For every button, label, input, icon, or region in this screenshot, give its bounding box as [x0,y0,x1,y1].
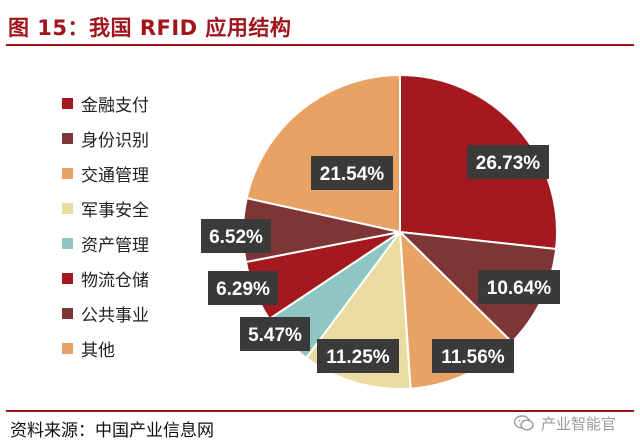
legend-item: 公共事业 [62,296,149,331]
figure-title: 图 15：我国 RFID 应用结构 [8,16,292,40]
legend-item: 身份识别 [62,121,149,156]
watermark: 产业智能官 [513,412,616,434]
data-label: 5.47% [240,317,310,351]
legend-label: 资产管理 [81,236,149,256]
data-label-box [317,339,399,373]
data-label-box [432,339,514,373]
legend-item: 其他 [62,331,149,366]
data-label-text: 6.52% [209,227,263,248]
data-label-text: 11.25% [326,347,389,368]
data-label-box [208,271,278,305]
legend-swatch [62,168,73,179]
legend-label: 交通管理 [81,166,149,186]
legend-label: 身份识别 [81,131,149,151]
pie-chart: 26.73% 10.64% 11.56% 11.25% 5.47% 6.29% 6.52% 2… [201,73,560,390]
data-label: 10.64% [478,270,560,304]
data-label-text: 5.47% [248,325,302,346]
legend-label: 军事安全 [81,201,149,221]
legend-swatch [62,273,73,284]
data-label: 21.54% [311,156,393,190]
legend-item: 金融支付 [62,86,149,121]
title-rule [6,44,634,46]
data-label-box [478,270,560,304]
legend-item: 军事安全 [62,191,149,226]
data-label-text: 6.29% [216,279,270,300]
data-label: 11.25% [317,339,399,373]
legend-label: 金融支付 [81,96,149,116]
data-label-text: 26.73% [476,153,541,174]
legend-item: 交通管理 [62,156,149,191]
legend-swatch [62,133,73,144]
legend-swatch [62,98,73,109]
bottom-rule [6,410,634,412]
legend-swatch [62,343,73,354]
legend-item: 资产管理 [62,226,149,261]
pie-data-labels: 26.73% 10.64% 11.56% 11.25% 5.47% 6.29% 6.52% 2… [201,145,560,373]
data-label-text: 11.56% [441,347,504,368]
chart-legend: 金融支付身份识别交通管理军事安全资产管理物流仓储公共事业其他 [62,86,149,366]
legend-swatch [62,203,73,214]
data-label: 11.56% [432,339,514,373]
data-label-box [201,219,271,253]
data-label-text: 10.64% [487,278,552,299]
legend-label: 公共事业 [81,306,149,326]
legend-label: 其他 [81,341,115,361]
wechat-icon [513,415,534,431]
data-label: 6.29% [208,271,278,305]
legend-swatch [62,308,73,319]
data-label-box [467,145,549,179]
data-label-box [311,156,393,190]
data-label: 6.52% [201,219,271,253]
legend-item: 物流仓储 [62,261,149,296]
legend-swatch [62,238,73,249]
watermark-text: 产业智能官 [540,414,616,433]
data-label-text: 21.54% [320,164,385,185]
source-note: 资料来源：中国产业信息网 [10,421,214,441]
data-label-box [240,317,310,351]
legend-label: 物流仓储 [81,271,149,291]
pie-slice [245,73,401,234]
data-label: 26.73% [467,145,549,179]
